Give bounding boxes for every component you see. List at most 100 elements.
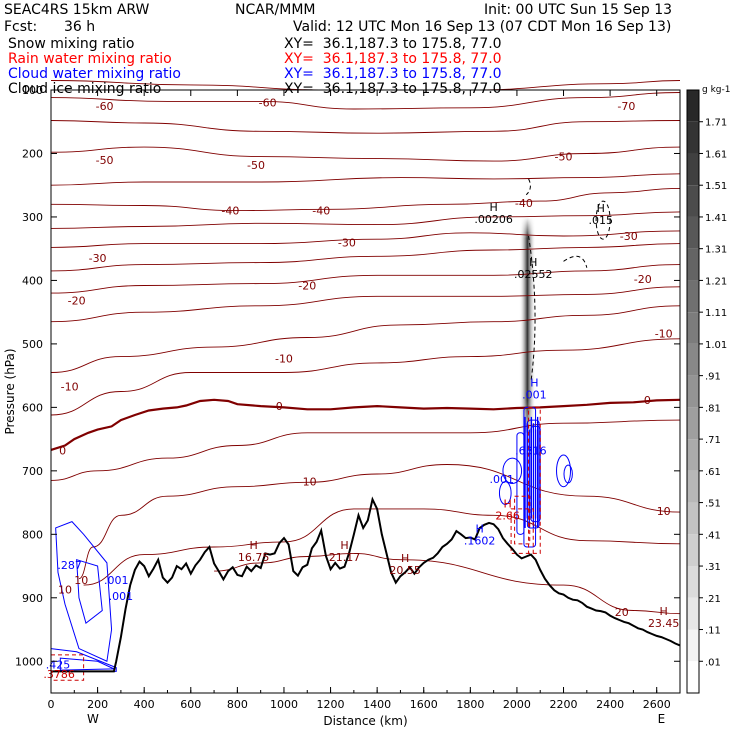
cloud-water-contour	[76, 559, 103, 625]
isotherm--60	[50, 92, 681, 110]
x-axis-label: Distance (km)	[323, 714, 407, 728]
colorbar-segment	[687, 343, 699, 376]
colorbar-tick-label: .41	[705, 530, 721, 541]
colorbar-unit: g kg-1	[702, 85, 730, 95]
terrain-profile	[51, 496, 681, 673]
colorbar-segment	[687, 153, 699, 186]
isotherm-label: -40	[221, 205, 239, 218]
colorbar-segment	[687, 248, 699, 281]
colorbar: 1.71 1.61 1.51 1.41 1.31 1.21 1.11 1.01 .91 .81 .7…	[686, 85, 730, 694]
x-tick-label: 1200	[317, 698, 345, 711]
colorbar-tick-label: 1.01	[705, 340, 727, 351]
axes: 0 200 400 600 800 1000 1200 1400 1600 1800 2000 220…	[3, 84, 681, 728]
y-tick-label: 400	[22, 274, 43, 287]
colorbar-tick-label: 1.31	[705, 245, 727, 256]
cloud-ice-contours	[525, 178, 611, 383]
fcst-label: Fcst:	[4, 19, 38, 35]
x-tick-label: 1800	[456, 698, 484, 711]
y-tick-label: 900	[22, 592, 43, 605]
maximum-value: .02552	[514, 268, 553, 281]
colorbar-tick-label: .51	[705, 499, 721, 510]
legend-cloudwater-name: Cloud water mixing ratio	[8, 66, 181, 82]
colorbar-segment	[687, 629, 699, 662]
isotherm-label: -70	[617, 100, 635, 113]
isotherm-label: -40	[312, 205, 330, 218]
colorbar-tick-label: 1.61	[705, 149, 727, 160]
isotherm-label: 0	[644, 394, 651, 407]
colorbar-segment	[687, 597, 699, 630]
x-tick-label: 800	[227, 698, 248, 711]
maximum-value: 2.66	[495, 509, 520, 522]
isotherm--45	[50, 173, 681, 186]
isotherm--5	[50, 338, 681, 416]
maxima-labels: H.00206H.015H.02552H.001.6316.001H2.66H.…	[43, 201, 679, 681]
colorbar-segment	[687, 502, 699, 535]
x-tick-label: 200	[87, 698, 108, 711]
east-label: E	[658, 712, 666, 726]
maximum-value: 23.45	[648, 617, 680, 630]
fcst-value: 36 h	[64, 19, 96, 35]
cloud-water-contour	[556, 454, 572, 488]
isotherm--55	[50, 120, 681, 134]
maximum-marker: H	[660, 605, 668, 618]
legend-snow-xy: XY= 36.1,187.3 to 175.8, 77.0	[284, 36, 502, 52]
isotherm--15	[50, 286, 681, 323]
init-label: Init: 00 UTC Sun 15 Sep 13	[484, 2, 673, 18]
temperature-contours	[50, 80, 681, 615]
legend-snow-name: Snow mixing ratio	[8, 36, 135, 52]
isotherm-label: -60	[96, 100, 114, 113]
plot-frame	[50, 89, 681, 694]
isotherm-label: -50	[555, 151, 573, 164]
y-tick-label: 100	[22, 84, 43, 97]
isotherm-15	[83, 508, 681, 586]
maximum-marker: H	[529, 256, 537, 269]
x-tick-label: 1600	[410, 698, 438, 711]
maximum-value: .6316	[515, 445, 547, 458]
isotherm-20	[214, 552, 681, 615]
legend-ice-xy: XY= 36.1,187.3 to 175.8, 77.0	[284, 81, 502, 97]
isotherm-label: 10	[657, 505, 671, 518]
isotherm-label: 0	[59, 445, 66, 458]
terrain-line	[51, 496, 681, 673]
colorbar-segment	[687, 280, 699, 313]
rain-water-contours	[50, 406, 541, 681]
maximum-marker: H	[476, 523, 484, 536]
cloud-ice-contour	[528, 235, 536, 383]
legend-ice-name: Cloud ice mixing ratio	[8, 81, 162, 97]
x-tick-label: 2000	[503, 698, 531, 711]
y-tick-label: 200	[22, 147, 43, 160]
maximum-marker: H	[401, 552, 409, 565]
cloud-ice-contour	[595, 200, 611, 240]
isotherm--25	[50, 243, 681, 272]
maximum-value: .3786	[43, 668, 75, 681]
maximum-value: .001	[490, 473, 515, 486]
colorbar-segment	[687, 534, 699, 567]
colorbar-segment	[687, 185, 699, 217]
isotherm-label: -30	[89, 252, 107, 265]
colorbar-tick-label: .71	[705, 435, 721, 446]
isotherm-label: 10	[74, 574, 88, 587]
isotherm-5	[50, 419, 681, 481]
rain-water-contour	[514, 495, 531, 545]
maximum-marker: H	[597, 202, 605, 215]
colorbar-segment	[687, 90, 699, 122]
x-tick-label: 600	[180, 698, 201, 711]
colorbar-frame	[686, 89, 700, 694]
valid-label: Valid: 12 UTC Mon 16 Sep 13 (07 CDT Mon …	[293, 19, 672, 35]
model-title: SEAC4RS 15km ARW	[4, 2, 150, 18]
x-tick-label: 2600	[643, 698, 671, 711]
maximum-value: 20.55	[389, 564, 421, 577]
maximum-marker: H	[489, 201, 497, 214]
colorbar-segment	[687, 375, 699, 408]
y-tick-label: 800	[22, 528, 43, 541]
maximum-value: .001	[104, 574, 129, 587]
maximum-value: .001	[109, 590, 134, 603]
colorbar-segment	[687, 407, 699, 440]
plot-area	[51, 90, 680, 693]
maximum-value: 10	[58, 584, 72, 597]
colorbar-segment	[687, 661, 699, 693]
colorbar-segment	[687, 470, 699, 503]
isotherm-0	[50, 398, 681, 451]
isotherm-label: -50	[247, 159, 265, 172]
